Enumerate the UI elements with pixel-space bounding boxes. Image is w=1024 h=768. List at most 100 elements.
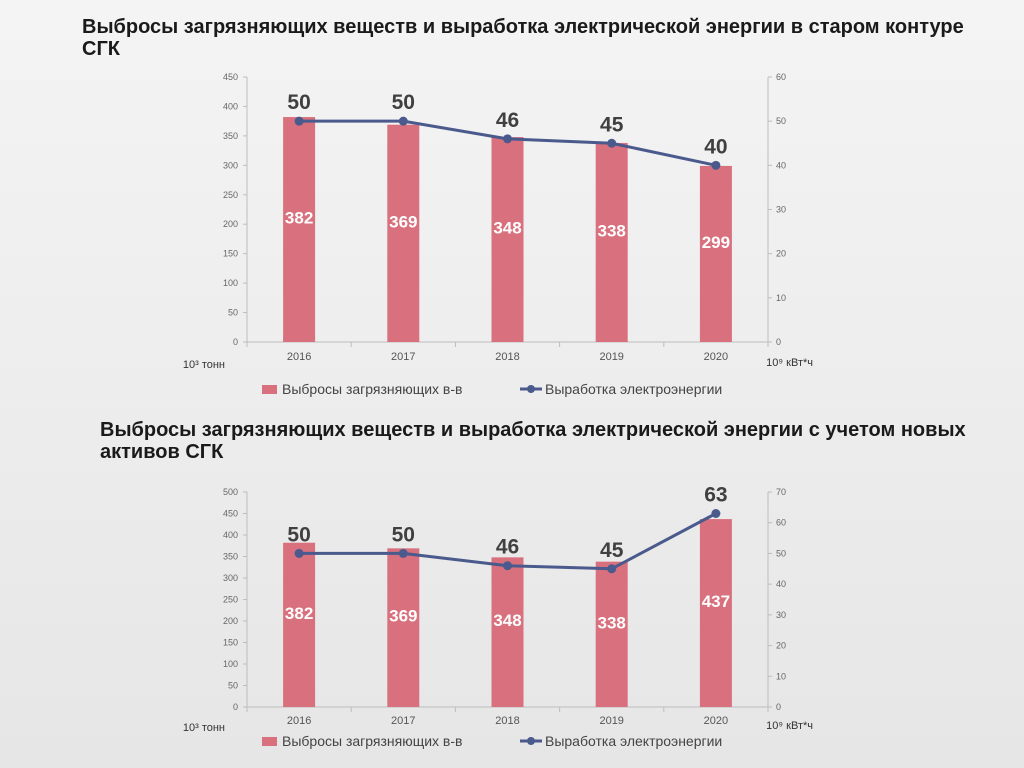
y-right-tick-label: 10 xyxy=(776,293,786,303)
line-point xyxy=(711,160,721,170)
line-data-label: 40 xyxy=(704,135,727,158)
x-tick-label: 2018 xyxy=(495,715,519,727)
y-left-tick-label: 250 xyxy=(223,595,238,605)
bar xyxy=(595,561,628,707)
bar xyxy=(387,548,420,707)
x-tick-label: 2020 xyxy=(704,715,728,727)
bar xyxy=(283,117,316,343)
y-right-tick-label: 50 xyxy=(776,116,786,126)
y-right-tick-label: 40 xyxy=(776,579,786,589)
y-right-tick-label: 20 xyxy=(776,641,786,651)
bar-data-label: 369 xyxy=(389,607,417,626)
x-tick-label: 2019 xyxy=(599,715,623,727)
legend-label-bar: Выбросы загрязняющих в-в xyxy=(282,381,462,397)
y-right-tick-label: 20 xyxy=(776,249,786,259)
y-left-tick-label: 0 xyxy=(233,337,238,347)
line-point xyxy=(503,134,512,144)
bar-data-label: 338 xyxy=(598,221,626,240)
line-point xyxy=(294,116,304,126)
bar xyxy=(491,557,524,707)
y-right-unit: 10⁹ кВт*ч xyxy=(766,720,813,732)
y-left-tick-label: 450 xyxy=(223,72,238,82)
bar xyxy=(595,142,628,342)
line-data-label: 50 xyxy=(392,91,415,114)
legend-label-bar: Выбросы загрязняющих в-в xyxy=(282,733,462,749)
bar xyxy=(699,519,732,707)
bar-data-label: 437 xyxy=(702,592,730,611)
x-tick-label: 2017 xyxy=(391,351,415,363)
x-tick-label: 2018 xyxy=(495,351,519,363)
y-left-tick-label: 400 xyxy=(223,530,238,540)
y-right-tick-label: 40 xyxy=(776,160,786,170)
bar xyxy=(699,165,732,342)
chart-1-title: Выбросы загрязняющих веществ и выработка… xyxy=(82,16,964,60)
y-right-tick-label: 60 xyxy=(776,72,786,82)
line-point xyxy=(294,548,304,558)
legend: Выбросы загрязняющих в-в Выработка электр… xyxy=(262,381,722,397)
y-right-tick-label: 60 xyxy=(776,518,786,528)
y-left-tick-label: 500 xyxy=(223,487,238,497)
x-tick-label: 2020 xyxy=(704,351,728,363)
y-left-tick-label: 450 xyxy=(223,509,238,519)
bar xyxy=(283,542,316,707)
y-right-tick-label: 0 xyxy=(776,337,781,347)
chart-2-title: Выбросы загрязняющих веществ и выработка… xyxy=(100,419,966,463)
bar-data-label: 382 xyxy=(285,209,313,228)
line-data-label: 50 xyxy=(392,523,415,546)
x-tick-label: 2019 xyxy=(599,351,623,363)
bar-data-label: 348 xyxy=(493,219,521,238)
line-data-label: 45 xyxy=(600,113,624,136)
y-left-tick-label: 50 xyxy=(228,681,238,691)
line-point xyxy=(711,509,721,518)
y-left-tick-label: 150 xyxy=(223,638,238,648)
y-left-tick-label: 400 xyxy=(223,101,238,111)
y-left-tick-label: 250 xyxy=(223,190,238,200)
legend-label-line: Выработка электроэнергии xyxy=(545,733,722,749)
y-left-tick-label: 100 xyxy=(223,278,238,288)
y-left-tick-label: 150 xyxy=(223,249,238,259)
line-data-label: 63 xyxy=(704,484,727,507)
line-data-label: 45 xyxy=(600,539,624,562)
bar xyxy=(387,124,420,342)
line-point xyxy=(607,138,617,148)
x-tick-label: 2016 xyxy=(287,715,311,727)
line-data-label: 46 xyxy=(496,536,519,559)
y-left-tick-label: 300 xyxy=(223,573,238,583)
legend-swatch-bar xyxy=(262,737,277,746)
line-point xyxy=(398,548,408,558)
bar-data-label: 338 xyxy=(598,613,626,632)
line-data-label: 46 xyxy=(496,109,519,132)
y-right-tick-label: 0 xyxy=(776,702,781,712)
y-left-tick-label: 350 xyxy=(223,131,238,141)
y-left-tick-label: 50 xyxy=(228,308,238,318)
y-left-tick-label: 300 xyxy=(223,160,238,170)
line-point xyxy=(607,564,617,574)
line-data-label: 50 xyxy=(287,91,310,114)
bar-data-label: 382 xyxy=(285,604,313,623)
y-left-unit: 10³ тонн xyxy=(183,359,225,371)
bar-data-label: 299 xyxy=(702,233,730,252)
legend-swatch-bar xyxy=(262,385,277,394)
bar-data-label: 369 xyxy=(389,212,417,231)
y-left-unit: 10³ тонн xyxy=(183,722,225,734)
y-left-tick-label: 100 xyxy=(223,659,238,669)
y-right-tick-label: 30 xyxy=(776,205,786,215)
y-right-tick-label: 30 xyxy=(776,610,786,620)
line-point xyxy=(398,116,408,126)
y-right-tick-label: 70 xyxy=(776,487,786,497)
y-left-tick-label: 350 xyxy=(223,552,238,562)
y-right-tick-label: 10 xyxy=(776,671,786,681)
y-left-tick-label: 200 xyxy=(223,219,238,229)
line-point xyxy=(503,561,512,571)
bar xyxy=(491,137,524,342)
legend-label-line: Выработка электроэнергии xyxy=(545,381,722,397)
line-data-label: 50 xyxy=(287,523,310,546)
bar-data-label: 348 xyxy=(493,611,521,630)
y-right-unit: 10⁹ кВт*ч xyxy=(766,357,813,369)
legend: Выбросы загрязняющих в-в Выработка электр… xyxy=(262,733,722,749)
chart-1: 0 50 100 150 200 250 300 350 400 450 0 10 20 30 40 50 60… xyxy=(183,72,813,397)
y-left-tick-label: 200 xyxy=(223,616,238,626)
legend-swatch-point xyxy=(527,385,535,393)
x-tick-label: 2016 xyxy=(287,351,311,363)
